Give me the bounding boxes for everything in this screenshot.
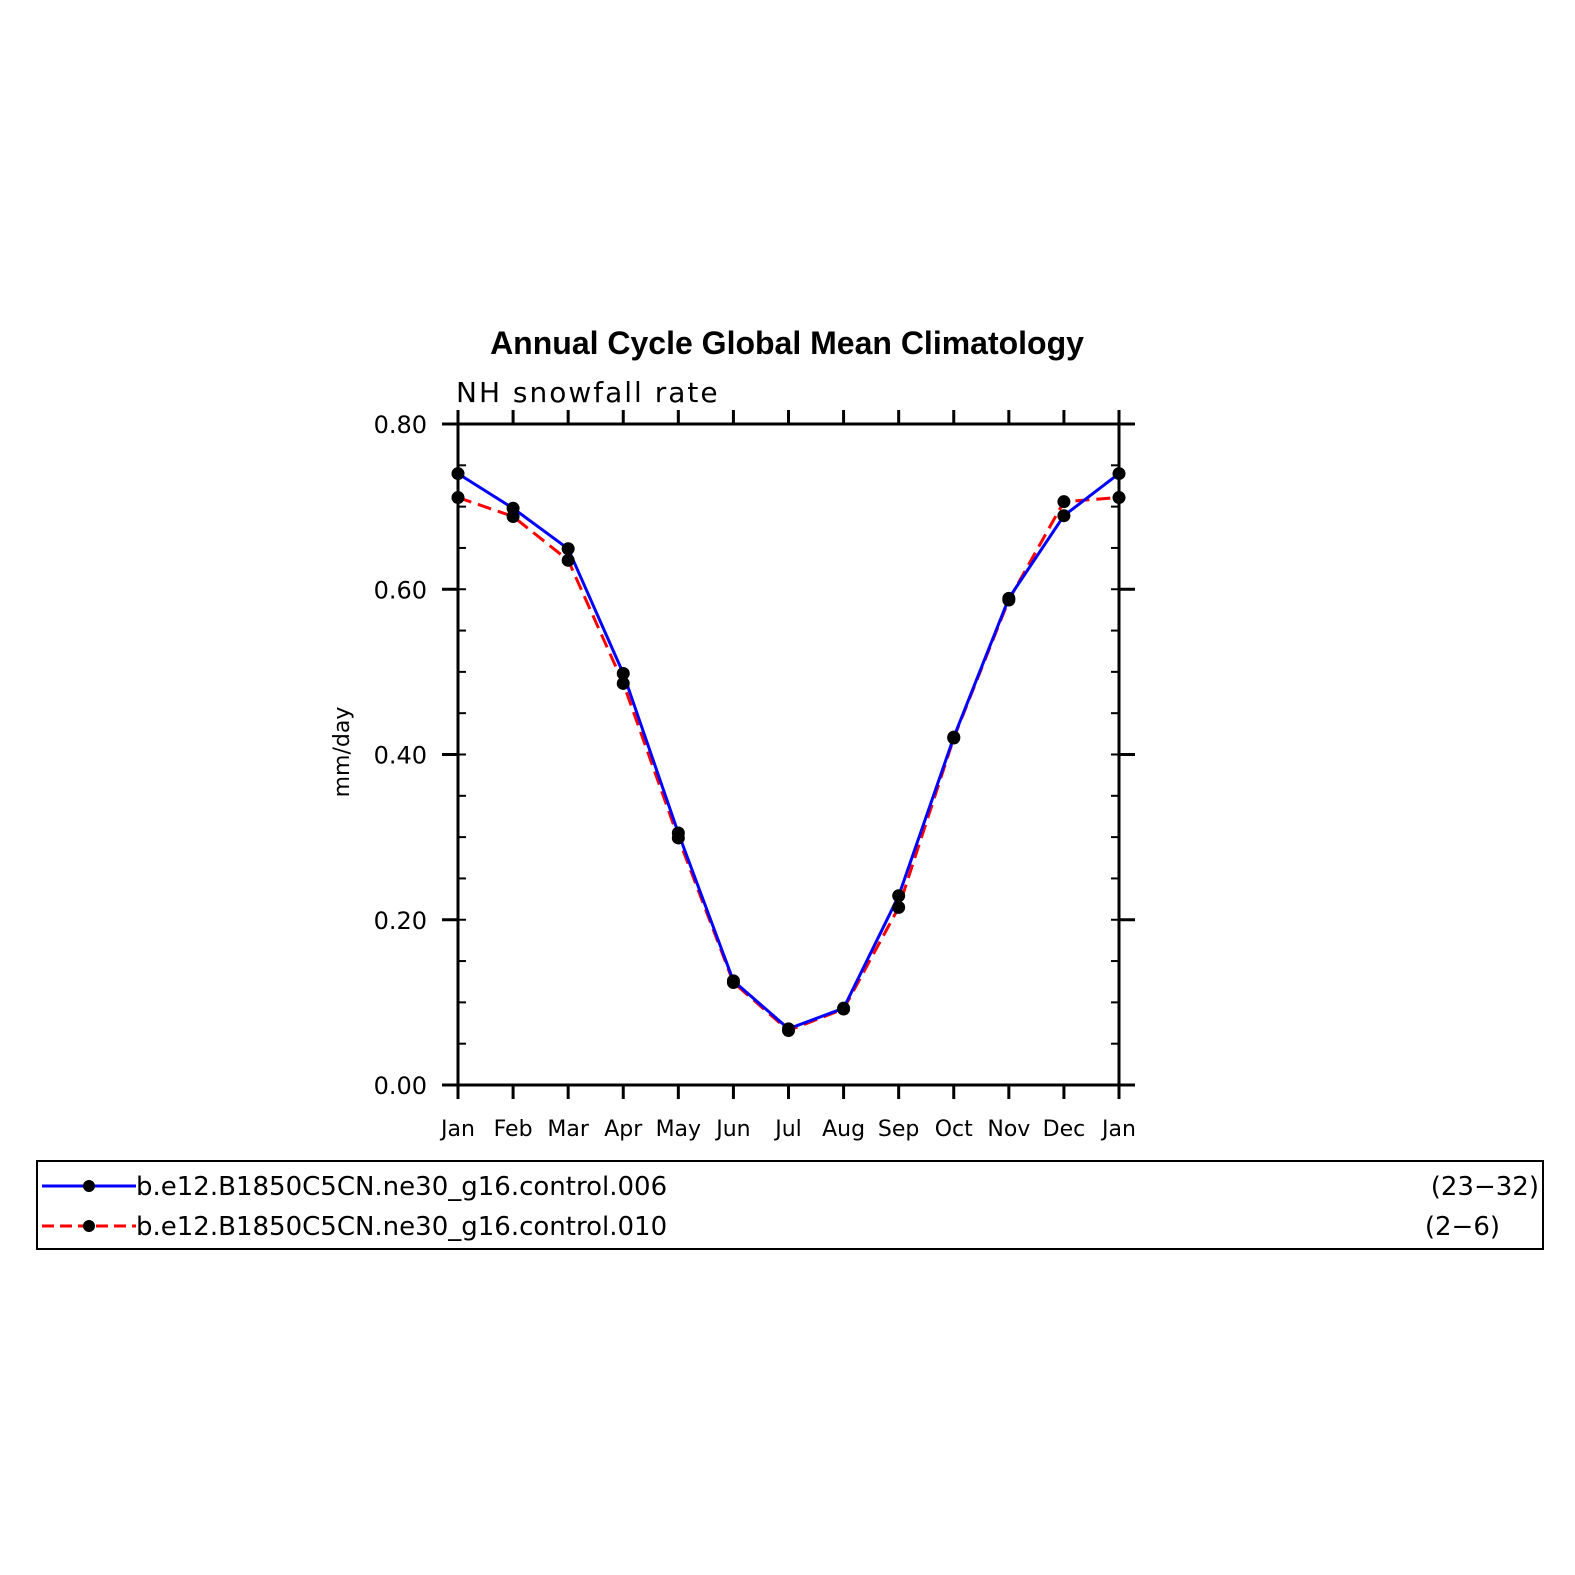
legend-marker-2: [83, 1220, 95, 1232]
data-point-s1: [616, 667, 630, 681]
data-point-s1: [1057, 509, 1071, 523]
data-point-s2: [616, 676, 630, 690]
legend: b.e12.B1850C5CN.ne30_g16.control.006 (23…: [42, 1172, 1539, 1242]
x-tick-label: Apr: [604, 1117, 643, 1142]
data-point-s1: [506, 501, 520, 515]
x-tick-label: Feb: [494, 1117, 533, 1142]
chart-subtitle: NH snowfall rate: [456, 376, 720, 409]
y-tick-label: 0.40: [374, 742, 427, 770]
x-tick-label: Sep: [878, 1117, 919, 1142]
chart-title: Annual Cycle Global Mean Climatology: [490, 325, 1084, 361]
axis-ticks: [442, 410, 1135, 1099]
series-layer: [451, 467, 1126, 1037]
series-line-1: [457, 472, 1120, 1031]
data-point-s1: [892, 889, 906, 903]
x-tick-label: Oct: [935, 1117, 973, 1142]
data-point-s1: [1112, 467, 1126, 481]
y-tick-labels: 0.00 0.20 0.40 0.60 0.80: [374, 411, 427, 1100]
legend-label-1: b.e12.B1850C5CN.ne30_g16.control.006: [136, 1172, 667, 1202]
y-tick-label: 0.20: [374, 907, 427, 935]
x-tick-label: Aug: [822, 1117, 865, 1142]
data-point-s2: [451, 491, 465, 505]
series-line-2: [457, 496, 1120, 1032]
data-point-s2: [1057, 495, 1071, 509]
legend-marker-1: [83, 1180, 95, 1192]
y-tick-label: 0.00: [374, 1072, 427, 1100]
data-point-s1: [451, 467, 465, 481]
data-point-s1: [782, 1022, 795, 1036]
legend-entry-2: b.e12.B1850C5CN.ne30_g16.control.010 (2−…: [42, 1212, 1500, 1242]
x-tick-label: Mar: [547, 1117, 589, 1142]
plot-frame: [456, 422, 1121, 1087]
legend-years-1: (23−32): [1431, 1172, 1539, 1202]
x-tick-label: Jan: [439, 1117, 475, 1142]
legend-box: [36, 1160, 1544, 1250]
y-axis-label: mm/day: [330, 707, 355, 798]
y-tick-label: 0.80: [374, 411, 427, 439]
x-tick-label: Jun: [714, 1117, 750, 1142]
data-point-s2: [561, 553, 575, 567]
data-point-s1: [726, 974, 740, 988]
x-tick-label: Jul: [773, 1117, 802, 1142]
data-point-s2: [892, 900, 906, 914]
data-point-s1: [561, 542, 575, 556]
data-point-s1: [837, 1001, 851, 1015]
data-point-s1: [947, 730, 961, 744]
legend-label-2: b.e12.B1850C5CN.ne30_g16.control.010: [136, 1212, 667, 1242]
data-point-s1: [671, 826, 685, 840]
legend-entry-1: b.e12.B1850C5CN.ne30_g16.control.006 (23…: [42, 1172, 1539, 1202]
data-point-s2: [1112, 491, 1126, 505]
x-tick-label: May: [656, 1117, 701, 1142]
legend-years-2: (2−6): [1425, 1212, 1500, 1242]
x-tick-label: Nov: [987, 1117, 1030, 1142]
x-tick-label: Jan: [1100, 1117, 1136, 1142]
y-tick-label: 0.60: [374, 576, 427, 604]
x-tick-labels: Jan Feb Mar Apr May Jun Jul Aug Sep Oct Nov Dec Jan: [439, 1117, 1136, 1142]
x-tick-label: Dec: [1043, 1117, 1086, 1142]
data-point-s1: [1002, 591, 1016, 605]
